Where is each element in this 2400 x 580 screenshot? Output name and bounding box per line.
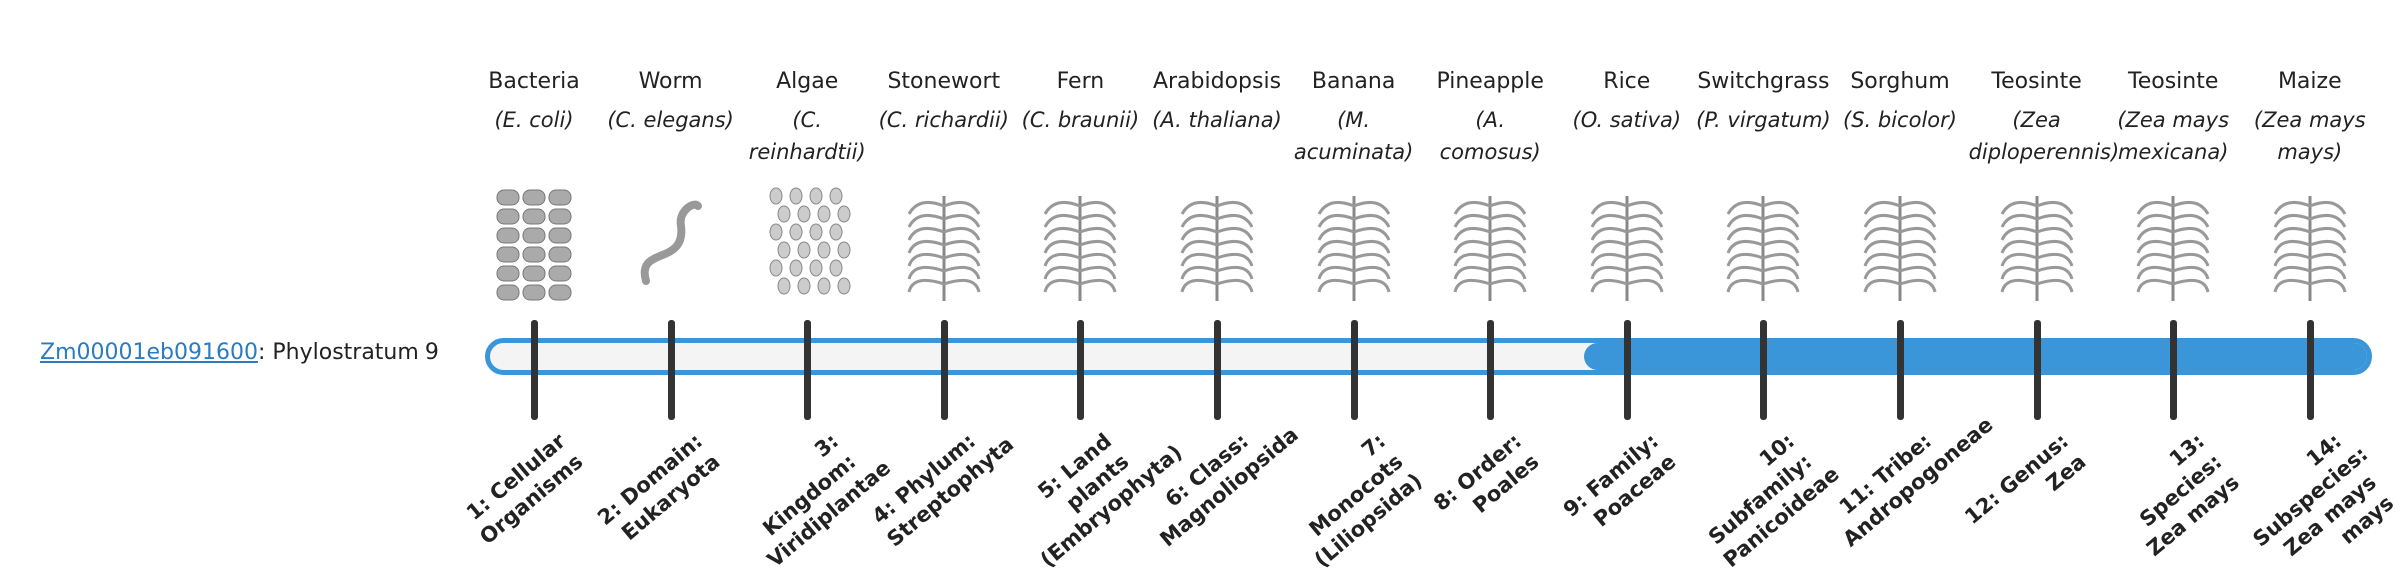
- organism-image: [907, 196, 981, 301]
- organism-name: Switchgrass: [1697, 69, 1830, 94]
- organism-column: Stonewort (C. richardii): [876, 64, 1012, 306]
- organism-image: [1043, 196, 1117, 301]
- organism-column: Switchgrass (P. virgatum): [1695, 64, 1831, 306]
- stratum-tick: [1487, 320, 1495, 420]
- stratum-tick: [667, 320, 675, 420]
- organism-name: Worm: [638, 69, 703, 94]
- organism-image: [1863, 196, 1937, 301]
- organism-name: Algae: [776, 69, 839, 94]
- organism-column: Fern (C. braunii): [1012, 64, 1148, 306]
- organism-image: [1726, 196, 1800, 301]
- organism-column: Maize (Zea mays mays): [2242, 64, 2378, 306]
- stratum-tick: [1214, 320, 1221, 420]
- organism-image: [769, 187, 851, 295]
- organism-column: Bacteria (E. coli): [466, 64, 602, 306]
- organism-image: [1590, 196, 1664, 301]
- organism-image: [1317, 196, 1391, 301]
- organism-species: (A. thaliana): [1152, 108, 1282, 132]
- organism-column: Worm (C. elegans): [603, 64, 739, 306]
- stratum-label: 2: Domain: Eukaryota: [592, 428, 725, 546]
- stratum-tick: [531, 320, 538, 420]
- organism-species: (Zea diploperennis): [1968, 108, 2120, 164]
- organism-name: Arabidopsis: [1152, 69, 1282, 94]
- organism-column: Teosinte (Zea mays mexicana): [2105, 64, 2241, 306]
- organism-name: Fern: [1056, 69, 1105, 94]
- organism-species: (S. bicolor): [1843, 108, 1957, 132]
- organism-name: Maize: [2277, 69, 2342, 94]
- organism-species: (C. braunii): [1021, 108, 1140, 132]
- stratum-tick: [1897, 320, 1904, 420]
- organism-image: [2000, 196, 2074, 301]
- organism-species: (O. sativa): [1572, 108, 1682, 132]
- organism-image: [2136, 196, 2210, 301]
- stratum-label: 5: Land plants (Embryophyta): [1033, 428, 1188, 573]
- stratum-label: 13: Species: Zea mays: [2135, 428, 2244, 561]
- organism-species: (C. elegans): [607, 108, 734, 132]
- organism-name: Stonewort: [887, 69, 1001, 94]
- stratum-tick: [804, 320, 812, 420]
- stratum-tick: [2033, 320, 2041, 420]
- organism-species: (A. comosus): [1439, 108, 1541, 164]
- stratum-label: 1: Cellular Organisms: [461, 428, 588, 550]
- organism-image: [1453, 196, 1527, 301]
- organism-species: (P. virgatum): [1696, 108, 1831, 132]
- organism-column: Banana (M. acuminata): [1286, 64, 1422, 306]
- organism-column: Teosinte (Zea diploperennis): [1968, 64, 2120, 306]
- organism-column: Algae (C. reinhardtii): [739, 64, 875, 306]
- stratum-label: 3: Kingdom: Viridiplantae: [758, 428, 896, 573]
- organism-column: Arabidopsis (A. thaliana): [1149, 64, 1285, 306]
- stratum-tick: [940, 320, 948, 420]
- organism-name: Teosinte: [2128, 69, 2219, 94]
- organism-species: (M. acuminata): [1293, 108, 1414, 164]
- organism-column: Sorghum (S. bicolor): [1832, 64, 1968, 306]
- stratum-label: 8: Order: Poales: [1429, 428, 1544, 518]
- organism-name: Banana: [1311, 69, 1396, 94]
- stratum-label: 9: Family: Poaceae: [1558, 428, 1681, 532]
- organism-species: (C. reinhardtii): [748, 108, 866, 164]
- stratum-bar: [485, 338, 2372, 375]
- stratum-tick: [1077, 320, 1085, 420]
- organism-image: [640, 200, 702, 285]
- stratum-fill: [1583, 343, 2367, 370]
- gene-line: Zm00001eb091600: Phylostratum 9: [40, 340, 439, 365]
- stratum-tick: [1760, 320, 1768, 420]
- organism-image: [1180, 196, 1254, 301]
- gene-label: : Phylostratum: [257, 340, 419, 365]
- stratum-label: 14: Subspecies: Zea mays mays: [2248, 428, 2398, 561]
- organism-species: (Zea mays mexicana): [2117, 108, 2230, 164]
- organism-species: (Zea mays mays): [2253, 108, 2366, 164]
- stratum-tick: [2170, 320, 2178, 420]
- organism-name: Pineapple: [1436, 69, 1544, 94]
- stratum-label: 10: Subfamily: Panicoideae: [1704, 428, 1845, 573]
- stratum-label: 7: Monocots (Liliopsida): [1304, 428, 1427, 573]
- organism-image: [2273, 196, 2347, 301]
- organism-name: Teosinte: [1991, 69, 2082, 94]
- organism-name: Bacteria: [488, 69, 580, 94]
- stratum-label: 4: Phylum: Streptophyta: [867, 428, 1019, 552]
- stratum-label: 11: Tribe: Andropogoneae: [1834, 412, 1998, 552]
- gene-stratum: 9: [424, 340, 439, 365]
- stratum-tick: [1623, 320, 1631, 420]
- organism-name: Sorghum: [1850, 69, 1950, 94]
- organism-species: (E. coli): [494, 108, 574, 132]
- stratum-tick: [2306, 320, 2314, 420]
- organism-species: (C. richardii): [878, 108, 1009, 132]
- organism-image: [496, 189, 572, 301]
- organism-column: Rice (O. sativa): [1559, 64, 1695, 306]
- organism-column: Pineapple (A. comosus): [1422, 64, 1558, 306]
- organism-name: Rice: [1603, 69, 1651, 94]
- stratum-label: 6: Class: Magnoliopsida: [1155, 422, 1303, 552]
- stratum-tick: [1350, 320, 1358, 420]
- gene-link[interactable]: Zm00001eb091600: [40, 340, 258, 365]
